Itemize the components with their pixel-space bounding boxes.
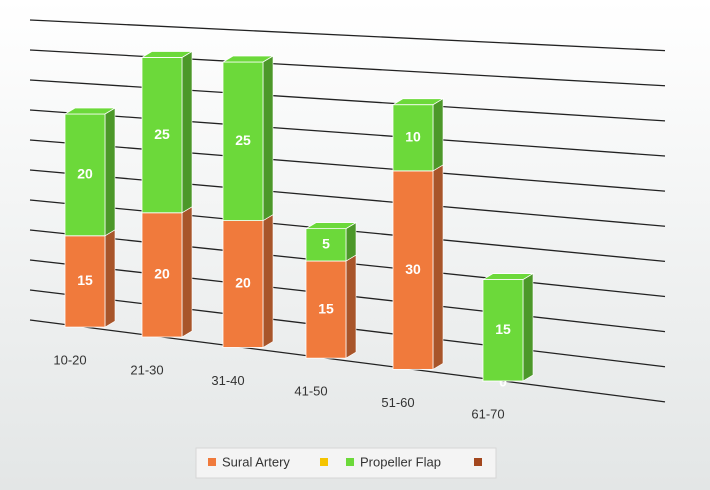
legend-label: Sural Artery	[222, 454, 290, 469]
bar-face	[304, 222, 358, 230]
value-label: 20	[154, 266, 170, 282]
bar-face	[64, 113, 106, 237]
bar-face	[222, 220, 264, 348]
value-label: 30	[405, 261, 421, 277]
bar-face	[63, 107, 117, 115]
bar-segment	[304, 222, 358, 262]
bar-face	[392, 104, 434, 172]
value-label: 20	[235, 275, 251, 291]
legend-swatch	[320, 458, 328, 466]
bar-face	[140, 51, 194, 58]
value-label: 10	[405, 128, 421, 144]
legend-swatch	[208, 458, 216, 466]
bar-face	[481, 273, 535, 280]
x-tick-label: 31-40	[211, 373, 244, 388]
bar-face	[482, 279, 524, 382]
bar-face	[522, 273, 534, 382]
bar-segment	[63, 107, 117, 237]
x-tick-label: 21-30	[130, 362, 163, 377]
grid-line	[29, 169, 666, 227]
bar-segment	[391, 164, 445, 370]
bar-face	[432, 164, 444, 370]
bar-face	[141, 57, 183, 214]
bar-face	[262, 214, 274, 348]
bar-face	[345, 254, 357, 359]
bar-segment	[391, 98, 445, 172]
bar-face	[305, 260, 347, 359]
value-label: 0	[499, 374, 507, 390]
value-label: 15	[318, 300, 334, 316]
value-label: 5	[322, 236, 330, 252]
bar-face	[345, 222, 357, 262]
bar-face	[104, 229, 116, 328]
bar-face	[181, 50, 193, 214]
bar-segment	[140, 50, 194, 214]
grid-line	[29, 19, 666, 52]
bar-face	[222, 61, 264, 221]
value-label: 15	[495, 321, 511, 337]
bar-face	[221, 55, 275, 63]
legend-swatch	[346, 458, 354, 466]
bar-face	[305, 228, 347, 262]
value-label: 25	[235, 132, 251, 148]
bar-face	[64, 235, 106, 328]
grid-line	[29, 79, 666, 122]
x-tick-label: 51-60	[381, 395, 414, 410]
bar-face	[391, 98, 445, 106]
bar-face	[392, 170, 434, 370]
value-label: 25	[154, 126, 170, 142]
bar-face	[104, 107, 116, 237]
grid-line	[29, 109, 666, 157]
bar-face	[262, 55, 274, 222]
bar-face	[141, 212, 183, 338]
bar-segment	[481, 273, 535, 382]
bar-face	[432, 98, 444, 172]
grid-line	[29, 49, 666, 87]
bar-segment	[221, 55, 275, 222]
bar-segment	[304, 254, 358, 359]
x-tick-label: 10-20	[53, 353, 86, 368]
legend: Sural Artery Propeller Flap	[195, 447, 497, 479]
grid-line	[29, 139, 666, 192]
grid-line	[29, 319, 666, 403]
legend-swatch	[474, 458, 482, 466]
x-tick-label: 61-70	[471, 406, 504, 421]
x-tick-label: 41-50	[294, 384, 327, 399]
value-label: 20	[77, 166, 93, 182]
legend-label: Propeller Flap	[360, 454, 441, 469]
bar-face	[181, 206, 193, 338]
value-label: 15	[77, 272, 93, 288]
